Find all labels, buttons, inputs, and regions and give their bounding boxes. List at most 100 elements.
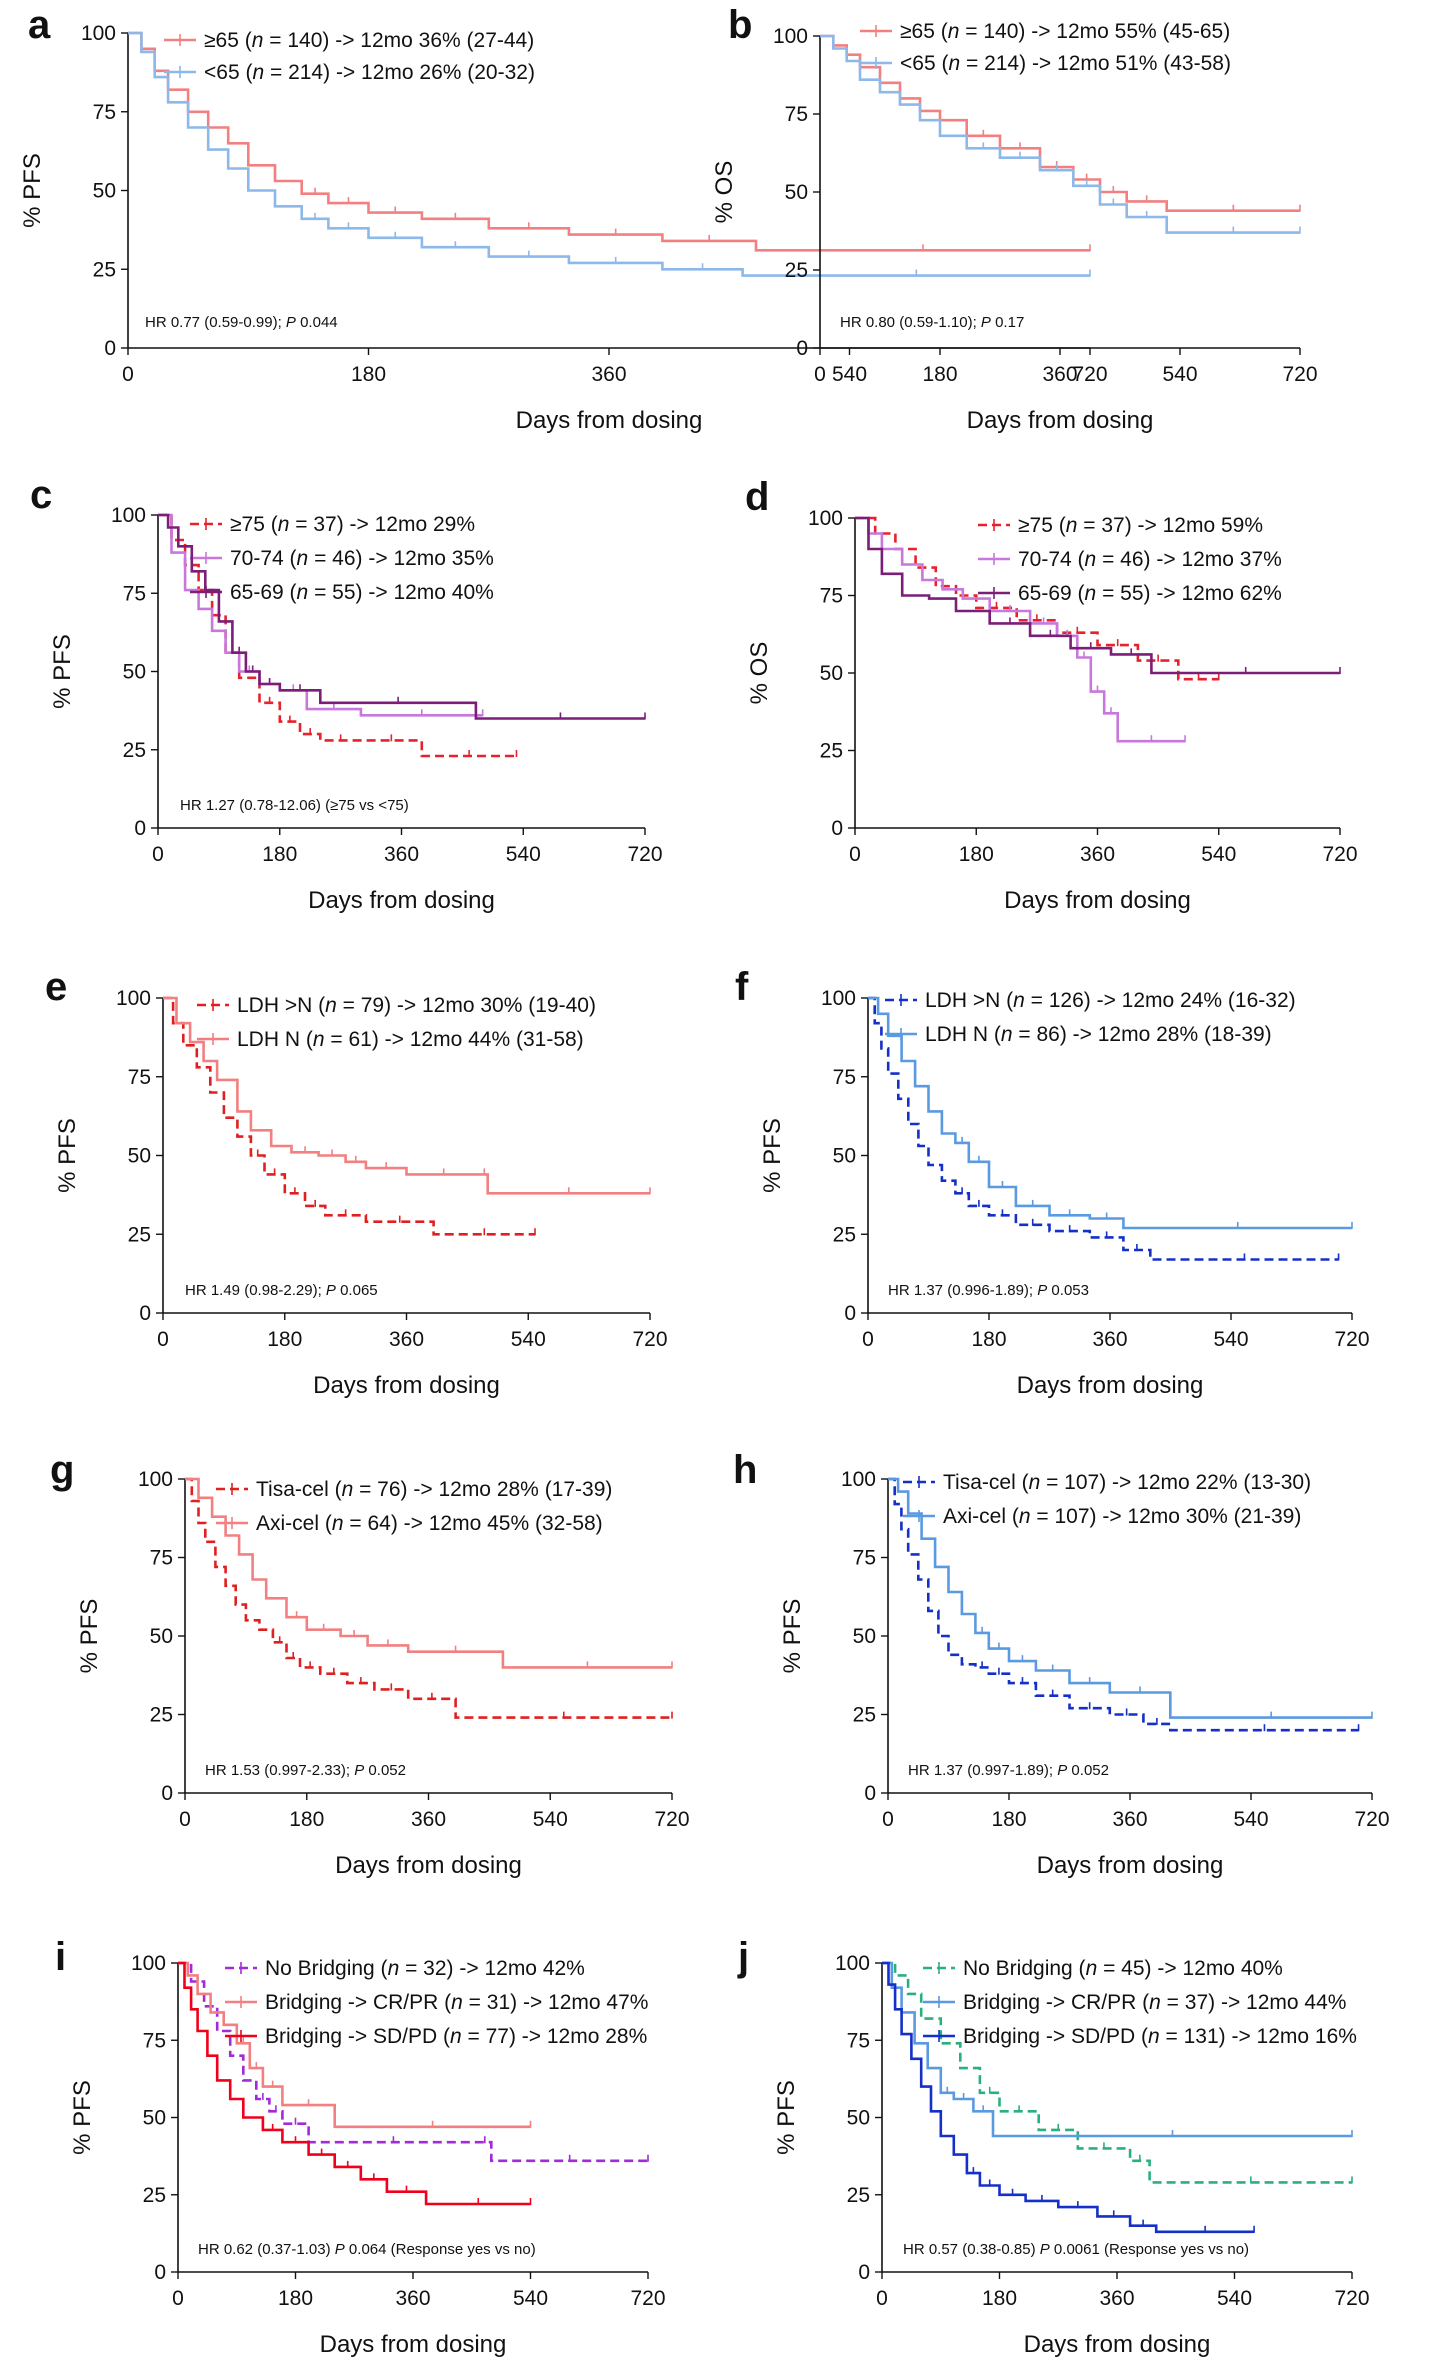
y-axis-label: % PFS xyxy=(19,153,46,228)
legend-entry: 70-74 (n = 46) -> 12mo 35% xyxy=(230,547,494,570)
panel-label: j xyxy=(737,1935,749,1979)
legend-entry: LDH N (n = 86) -> 12mo 28% (18-39) xyxy=(925,1023,1272,1046)
legend-entry: ≥65 (n = 140) -> 12mo 55% (45-65) xyxy=(900,20,1230,43)
x-tick-label: 180 xyxy=(278,2287,313,2310)
legend-entry: 70-74 (n = 46) -> 12mo 37% xyxy=(1018,548,1282,571)
hr-annotation: HR 1.37 (0.997-1.89); P 0.052 xyxy=(908,1762,1109,1779)
x-tick-label: 0 xyxy=(122,363,134,386)
hr-annotation: HR 1.37 (0.996-1.89); P 0.053 xyxy=(888,1282,1089,1299)
y-tick-label: 100 xyxy=(131,1952,166,1975)
x-tick-label: 540 xyxy=(1213,1328,1248,1351)
hr-annotation: HR 0.57 (0.38-0.85) P 0.0061 (Response y… xyxy=(903,2241,1249,2258)
x-tick-label: 540 xyxy=(1162,363,1197,386)
panel-label: f xyxy=(735,965,749,1009)
y-axis-label: % PFS xyxy=(69,2080,96,2155)
y-tick-label: 25 xyxy=(93,258,116,281)
panel-label: d xyxy=(745,475,769,519)
y-axis-label: % PFS xyxy=(76,1599,103,1674)
x-axis-label: Days from dosing xyxy=(335,1852,522,1879)
panel-a: a 0 25 50 75 100 0 180 360 540 720 Days from dosing… xyxy=(19,3,1108,434)
legend-entry: ≥75 (n = 37) -> 12mo 59% xyxy=(1018,514,1263,537)
x-tick-label: 360 xyxy=(1042,363,1077,386)
x-tick-label: 540 xyxy=(506,843,541,866)
km-curve-i2 xyxy=(178,1961,531,2129)
legend-entry: Bridging -> SD/PD (n = 131) -> 12mo 16% xyxy=(963,2025,1357,2048)
x-tick-label: 540 xyxy=(1201,843,1236,866)
panel-label: a xyxy=(28,3,51,47)
x-tick-label: 180 xyxy=(289,1808,324,1831)
y-tick-label: 50 xyxy=(123,661,146,684)
y-axis-label: % OS xyxy=(711,161,738,224)
legend-entry: Axi-cel (n = 64) -> 12mo 45% (32-58) xyxy=(256,1512,603,1535)
hr-annotation: HR 1.53 (0.997-2.33); P 0.052 xyxy=(205,1762,406,1779)
x-tick-label: 360 xyxy=(1112,1808,1147,1831)
x-tick-label: 540 xyxy=(1217,2287,1252,2310)
y-tick-label: 75 xyxy=(853,1547,876,1570)
km-curve-j3 xyxy=(882,1961,1255,2234)
y-tick-label: 0 xyxy=(864,1782,876,1805)
x-axis-label: Days from dosing xyxy=(967,407,1154,434)
y-tick-label: 0 xyxy=(134,817,146,840)
panel-g: g 0 25 50 75 100 0 180 360 540 720 Days from dosing… xyxy=(50,1448,690,1879)
x-axis-label: Days from dosing xyxy=(1024,2331,1211,2358)
y-tick-label: 0 xyxy=(796,337,808,360)
y-tick-label: 0 xyxy=(831,817,843,840)
x-tick-label: 180 xyxy=(922,363,957,386)
y-tick-label: 50 xyxy=(847,2107,870,2130)
legend-entry: <65 (n = 214) -> 12mo 51% (43-58) xyxy=(900,52,1231,75)
y-tick-label: 0 xyxy=(154,2261,166,2284)
km-curve-c2 xyxy=(158,513,483,717)
legend-entry: Bridging -> CR/PR (n = 31) -> 12mo 47% xyxy=(265,1991,648,2014)
x-tick-label: 0 xyxy=(179,1808,191,1831)
panel-label: e xyxy=(45,965,67,1009)
y-tick-label: 75 xyxy=(785,103,808,126)
y-tick-label: 100 xyxy=(116,987,151,1010)
panel-label: b xyxy=(728,3,752,47)
y-tick-label: 100 xyxy=(821,987,856,1010)
panel-i: i 0 25 50 75 100 0 180 360 540 720 Days from dosing… xyxy=(55,1935,666,2358)
x-axis-label: Days from dosing xyxy=(1004,887,1191,914)
x-tick-label: 720 xyxy=(1334,2287,1369,2310)
y-tick-label: 25 xyxy=(833,1223,856,1246)
x-tick-label: 540 xyxy=(533,1808,568,1831)
x-tick-label: 0 xyxy=(876,2287,888,2310)
x-axis-label: Days from dosing xyxy=(1037,1852,1224,1879)
legend-entry: Tisa-cel (n = 107) -> 12mo 22% (13-30) xyxy=(943,1471,1311,1494)
x-tick-label: 720 xyxy=(630,2287,665,2310)
panel-d: d 0 25 50 75 100 0 180 360 540 720 Days from dosing… xyxy=(745,475,1358,914)
y-tick-label: 75 xyxy=(93,101,116,124)
y-axis-label: % PFS xyxy=(54,1118,81,1193)
y-tick-label: 75 xyxy=(820,585,843,608)
km-curve-i1 xyxy=(178,1961,648,2163)
y-tick-label: 50 xyxy=(820,662,843,685)
x-tick-label: 0 xyxy=(849,843,861,866)
x-tick-label: 540 xyxy=(832,363,867,386)
x-tick-label: 720 xyxy=(1334,1328,1369,1351)
y-tick-label: 25 xyxy=(820,740,843,763)
x-axis-label: Days from dosing xyxy=(313,1372,500,1399)
panel-label: g xyxy=(50,1448,74,1492)
y-tick-label: 25 xyxy=(123,739,146,762)
x-tick-label: 180 xyxy=(267,1328,302,1351)
x-tick-label: 720 xyxy=(1282,363,1317,386)
y-tick-label: 100 xyxy=(835,1952,870,1975)
y-tick-label: 75 xyxy=(833,1066,856,1089)
x-tick-label: 0 xyxy=(814,363,826,386)
y-tick-label: 50 xyxy=(150,1625,173,1648)
y-tick-label: 50 xyxy=(833,1145,856,1168)
x-axis-label: Days from dosing xyxy=(308,887,495,914)
legend-entry: LDH >N (n = 126) -> 12mo 24% (16-32) xyxy=(925,989,1296,1012)
km-curve-g1 xyxy=(185,1477,672,1719)
legend-entry: ≥75 (n = 37) -> 12mo 29% xyxy=(230,513,475,536)
y-tick-label: 100 xyxy=(138,1468,173,1491)
y-tick-label: 0 xyxy=(104,337,116,360)
legend-entry: LDH >N (n = 79) -> 12mo 30% (19-40) xyxy=(237,994,596,1017)
panel-f: f 0 25 50 75 100 0 180 360 540 720 Days from dosing… xyxy=(735,965,1370,1399)
x-axis-label: Days from dosing xyxy=(516,407,703,434)
legend-entry: ≥65 (n = 140) -> 12mo 36% (27-44) xyxy=(204,29,534,52)
x-tick-label: 0 xyxy=(862,1328,874,1351)
x-tick-label: 0 xyxy=(152,843,164,866)
x-tick-label: 360 xyxy=(1080,843,1115,866)
y-tick-label: 0 xyxy=(139,1302,151,1325)
